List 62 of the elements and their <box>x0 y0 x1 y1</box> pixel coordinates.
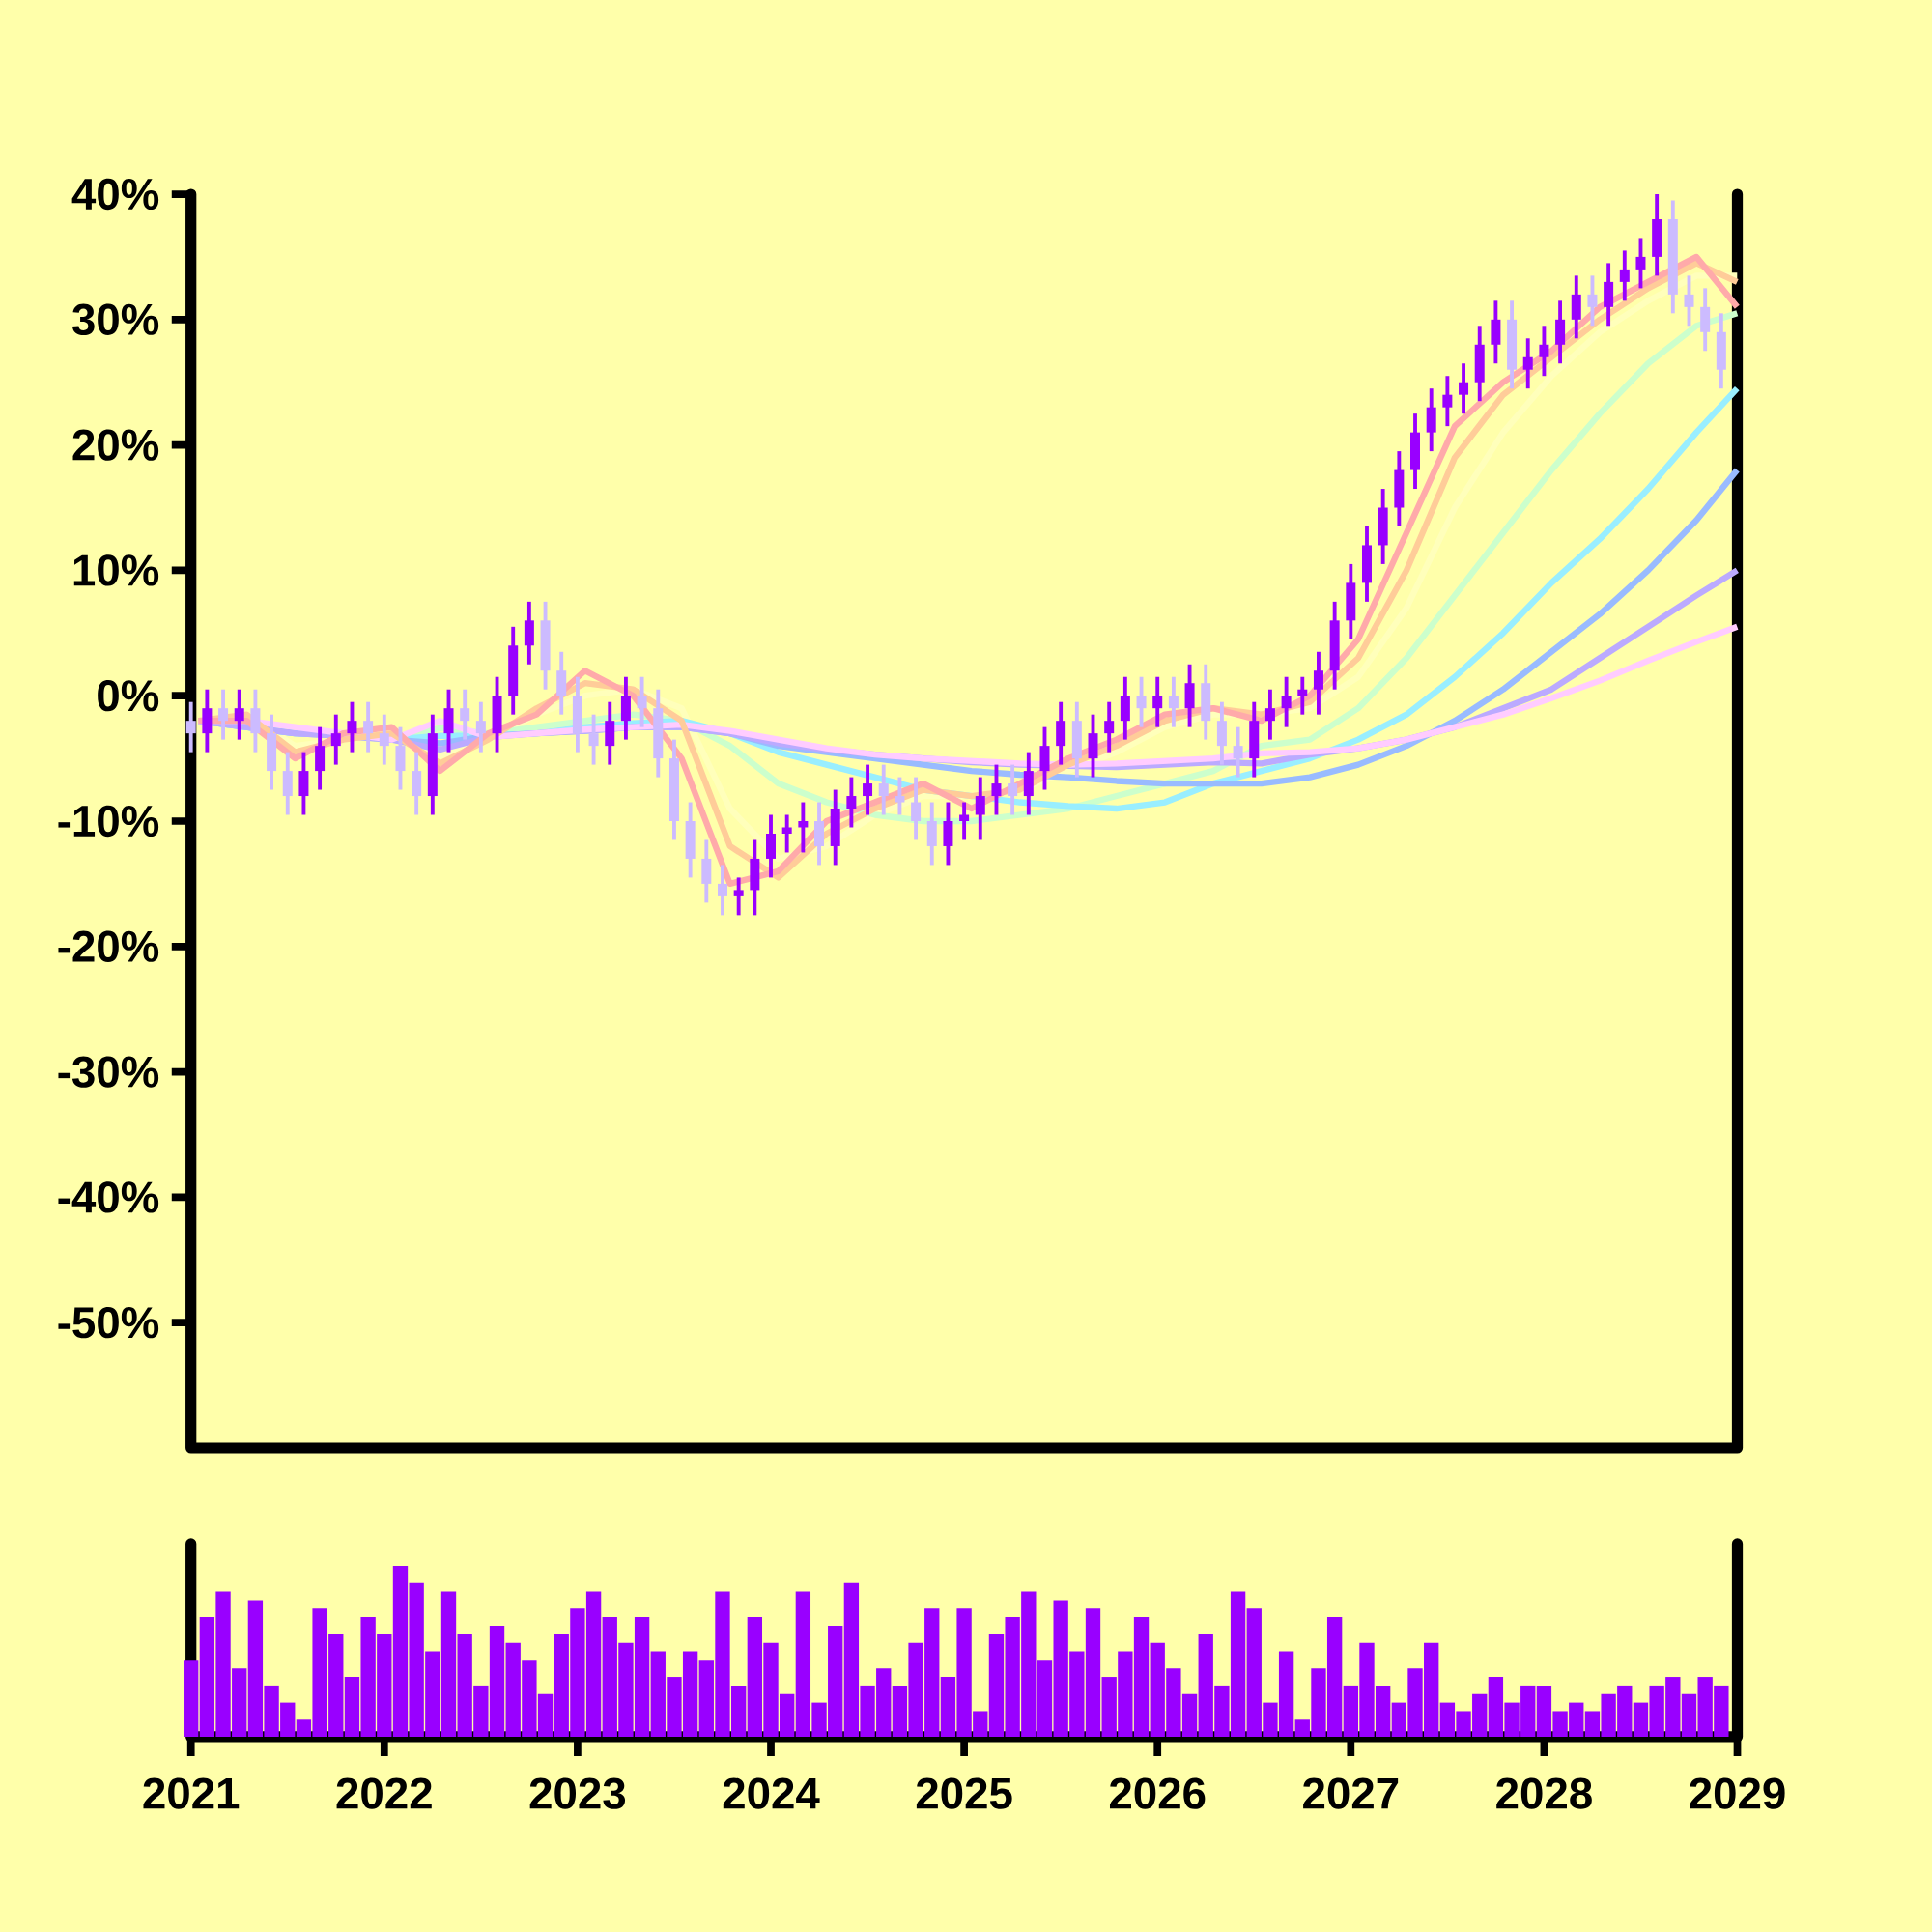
candlestick <box>975 777 985 840</box>
candlestick <box>717 865 727 916</box>
candlestick <box>991 764 1002 815</box>
x-tick-label: 2024 <box>723 1777 820 1809</box>
candlestick <box>1168 676 1179 727</box>
candlestick <box>1539 326 1549 377</box>
candlestick <box>781 814 792 853</box>
candlestick <box>1264 689 1275 740</box>
candlestick <box>1619 250 1630 301</box>
y-tick-label: 30% <box>71 303 159 335</box>
candlestick <box>911 777 922 840</box>
x-tick-label: 2022 <box>336 1777 432 1809</box>
candlestick <box>895 777 905 815</box>
y-tick-label: -30% <box>58 1056 159 1088</box>
candlestick <box>1635 238 1646 289</box>
candlestick <box>234 689 244 740</box>
candlestick <box>878 764 889 815</box>
candlestick <box>347 701 357 753</box>
candlestick <box>588 714 599 765</box>
candlestick <box>1233 726 1243 778</box>
candlestick <box>1281 676 1292 727</box>
y-tick-label: -10% <box>58 805 159 838</box>
candlestick <box>863 764 873 815</box>
y-tick-label: 0% <box>98 680 159 712</box>
y-tick-label: -20% <box>58 930 159 962</box>
x-tick-label: 2029 <box>1690 1777 1785 1809</box>
candlestick <box>460 689 470 740</box>
candlestick <box>185 701 196 753</box>
x-tick-label: 2021 <box>143 1777 240 1809</box>
candlestick <box>1136 676 1147 727</box>
candlestick <box>733 877 744 916</box>
y-tick-label: 10% <box>73 554 159 586</box>
x-tick-label: 2027 <box>1303 1777 1399 1809</box>
bar <box>440 1591 457 1737</box>
candlestick <box>1522 338 1533 389</box>
candlestick <box>1684 275 1694 327</box>
candlestick <box>846 777 857 828</box>
candlestick <box>1313 651 1323 715</box>
x-tick-label: 2026 <box>1109 1777 1206 1809</box>
candlestick <box>1297 676 1308 715</box>
candlestick <box>379 714 389 765</box>
x-tick-label: 2025 <box>916 1777 1012 1809</box>
y-tick-label: 40% <box>71 178 159 211</box>
candlestick <box>1008 764 1018 815</box>
y-tick-label: -50% <box>58 1307 159 1339</box>
candlestick <box>1459 363 1469 414</box>
candlestick <box>330 714 341 765</box>
candlestick <box>637 676 647 727</box>
y-tick-label: 20% <box>72 429 159 461</box>
candlestick <box>1152 676 1163 727</box>
y-tick-label: -40% <box>58 1181 159 1213</box>
candlestick <box>363 701 374 753</box>
bar <box>184 1660 199 1737</box>
candlestick <box>798 802 809 853</box>
candlestick <box>959 802 970 840</box>
candlestick <box>218 689 229 740</box>
candlestick <box>475 701 486 753</box>
x-tick-label: 2028 <box>1496 1777 1592 1809</box>
candlestick <box>1104 701 1115 753</box>
candlestick <box>1587 275 1598 327</box>
x-tick-label: 2023 <box>529 1777 626 1809</box>
candlestick <box>1442 376 1453 427</box>
